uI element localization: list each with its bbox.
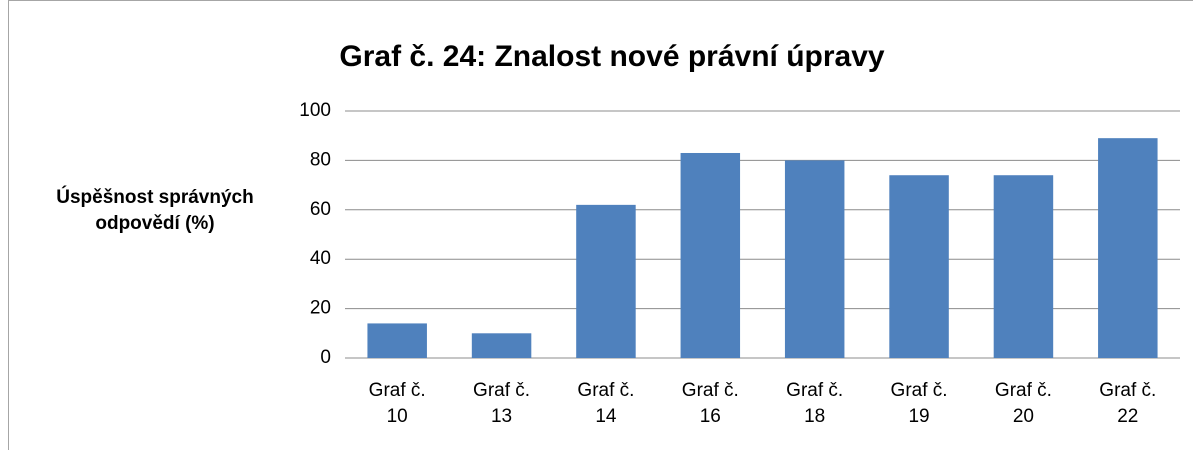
y-tick-label: 20	[310, 298, 331, 319]
x-tick-label: Graf č. 22	[1099, 380, 1157, 427]
y-tick-label: 40	[310, 248, 331, 269]
y-axis-label: Úspěšnost správných odpovědí (%)	[56, 187, 254, 234]
bar	[1098, 138, 1158, 358]
x-tick-label: Graf č. 10	[368, 380, 426, 427]
x-tick-label: Graf č. 13	[473, 380, 531, 427]
y-tick-label: 60	[310, 199, 331, 220]
chart-title: Graf č. 24: Znalost nové právní úpravy	[339, 40, 884, 73]
bar	[993, 175, 1054, 358]
y-tick-label: 0	[320, 347, 331, 368]
chart-frame	[8, 0, 1193, 450]
bar	[680, 152, 741, 358]
x-tick-label: Graf č. 14	[577, 380, 635, 427]
bar	[576, 204, 636, 358]
x-tick-label: Graf č. 19	[890, 380, 948, 427]
bar	[471, 333, 532, 358]
bar	[784, 160, 845, 358]
y-tick-label: 100	[299, 100, 331, 121]
y-tick-label: 80	[310, 149, 331, 170]
x-tick-label: Graf č. 16	[681, 380, 739, 427]
x-tick-label: Graf č. 20	[994, 380, 1052, 427]
x-tick-label: Graf č. 18	[786, 380, 844, 427]
bar	[889, 175, 949, 358]
bar	[367, 323, 427, 358]
